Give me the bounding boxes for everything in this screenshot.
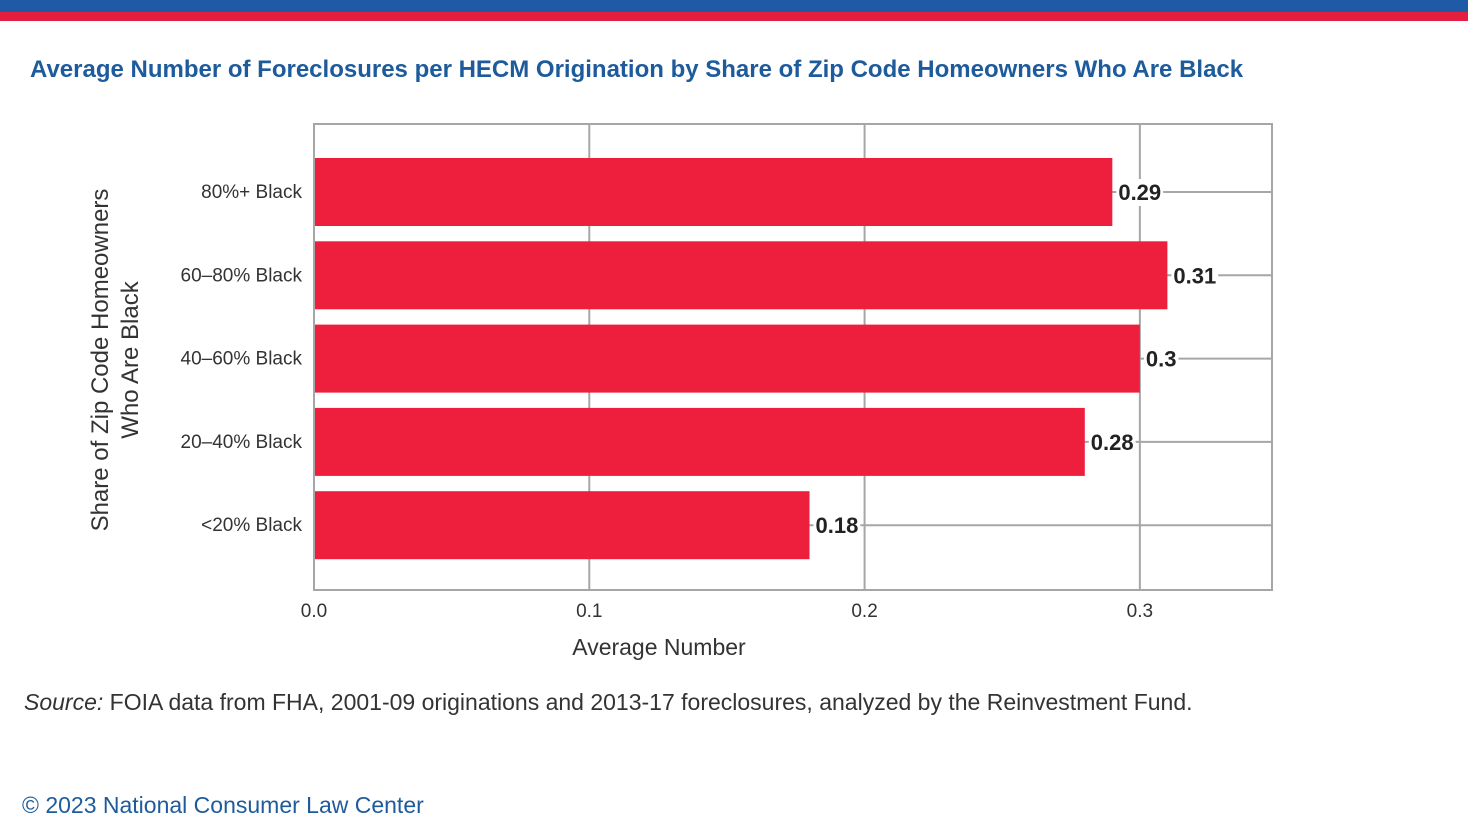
x-tick-label: 0.0: [301, 601, 327, 622]
x-tick-label: 0.1: [576, 601, 602, 622]
bar-value-label: 0.3: [1146, 347, 1177, 372]
bar-value-label: 0.18: [816, 513, 859, 538]
y-axis-title-line-2: Who Are Black: [117, 280, 144, 438]
bar: [314, 241, 1168, 310]
bar-value-label: 0.28: [1091, 430, 1134, 455]
bar: [314, 324, 1140, 393]
y-category-label: <20% Black: [201, 515, 302, 536]
bar: [314, 491, 810, 560]
plot-frame: [313, 123, 1273, 591]
bar: [314, 407, 1085, 476]
header-stripe-red: [0, 12, 1468, 21]
value-label-background: [1116, 179, 1164, 206]
y-category-label: 20–40% Black: [181, 432, 303, 453]
y-axis-title-line-1: Share of Zip Code Homeowners: [87, 189, 114, 532]
bar: [314, 158, 1113, 226]
source-note: Source: FOIA data from FHA, 2001-09 orig…: [24, 689, 1193, 716]
y-axis-title: Share of Zip Code Homeowners Who Are Bla…: [87, 189, 144, 532]
y-category-label: 40–60% Black: [181, 349, 303, 370]
y-category-label: 60–80% Black: [181, 265, 303, 286]
value-label-background: [1143, 345, 1179, 373]
bar-value-label: 0.31: [1173, 263, 1216, 288]
value-label-background: [1171, 262, 1219, 290]
y-category-label: 80%+ Black: [201, 182, 302, 203]
bar-value-label: 0.29: [1118, 180, 1161, 205]
source-text: FOIA data from FHA, 2001-09 originations…: [103, 689, 1193, 715]
x-tick-label: 0.2: [851, 601, 877, 622]
header-stripe-blue: [0, 0, 1468, 12]
copyright: © 2023 National Consumer Law Center: [22, 792, 424, 818]
value-label-background: [813, 512, 861, 540]
value-label-background: [1088, 428, 1136, 456]
chart-title: Average Number of Foreclosures per HECM …: [30, 56, 1244, 83]
source-label: Source:: [24, 689, 104, 715]
x-tick-label: 0.3: [1127, 601, 1153, 622]
x-axis-title: Average Number: [572, 634, 746, 660]
